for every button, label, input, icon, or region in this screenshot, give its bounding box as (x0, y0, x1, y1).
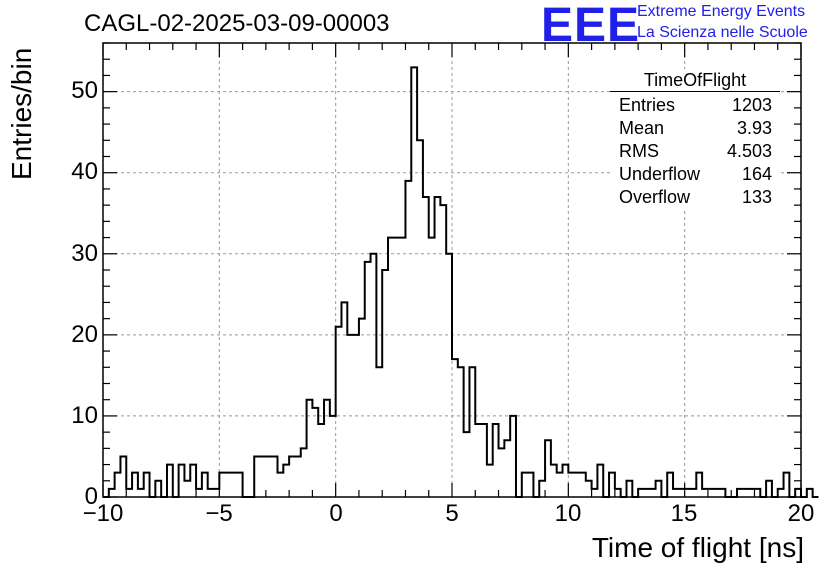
stats-label: Mean (619, 118, 665, 138)
stats-label: RMS (619, 141, 659, 161)
y-tick-label: 20 (71, 321, 98, 348)
stats-label: Underflow (619, 164, 701, 184)
y-tick-label: 50 (71, 77, 98, 104)
x-tick-label: 10 (554, 500, 582, 527)
logo-line-2: La Scienza nelle Scuole (637, 24, 808, 41)
stats-row-underflow: Underflow 164 (610, 163, 780, 186)
logo-line-1: Extreme Energy Events (637, 3, 806, 20)
stats-value: 133 (741, 187, 772, 207)
x-tick-label: −5 (205, 500, 233, 527)
y-tick-label: 10 (71, 402, 98, 429)
stats-row-rms: RMS 4.503 (610, 140, 780, 163)
stats-value: 164 (741, 164, 772, 184)
stats-label: Overflow (619, 187, 691, 207)
eee-logo: EEE (541, 0, 641, 52)
x-axis-label: Time of flight [ns] (591, 532, 804, 563)
y-tick-label: 0 (84, 483, 98, 510)
x-tick-label: 0 (329, 500, 343, 527)
stats-value: 4.503 (726, 141, 772, 161)
stats-value: 3.93 (736, 118, 772, 138)
x-tick-label: −10 (82, 500, 124, 527)
x-tick-label: 20 (787, 500, 815, 527)
plot-frame (102, 42, 802, 498)
stats-row-mean: Mean 3.93 (610, 117, 780, 140)
x-tick-label: 5 (445, 500, 459, 527)
y-tick-label: 40 (71, 158, 98, 185)
histogram-line (103, 66, 819, 498)
stats-value: 1203 (731, 95, 772, 115)
y-tick-label: 30 (71, 240, 98, 267)
stats-title: TimeOfFlight (610, 69, 780, 92)
stats-row-overflow: Overflow 133 (610, 186, 780, 209)
grid-lines (103, 43, 801, 497)
stats-box: TimeOfFlight Entries 1203 Mean 3.93 RMS … (610, 69, 780, 209)
stats-label: Entries (619, 95, 676, 115)
run-title: CAGL-02-2025-03-09-00003 (84, 10, 390, 37)
y-axis-label: Entries/bin (6, 47, 37, 180)
stats-row-entries: Entries 1203 (610, 94, 780, 117)
x-tick-label: 15 (670, 500, 698, 527)
